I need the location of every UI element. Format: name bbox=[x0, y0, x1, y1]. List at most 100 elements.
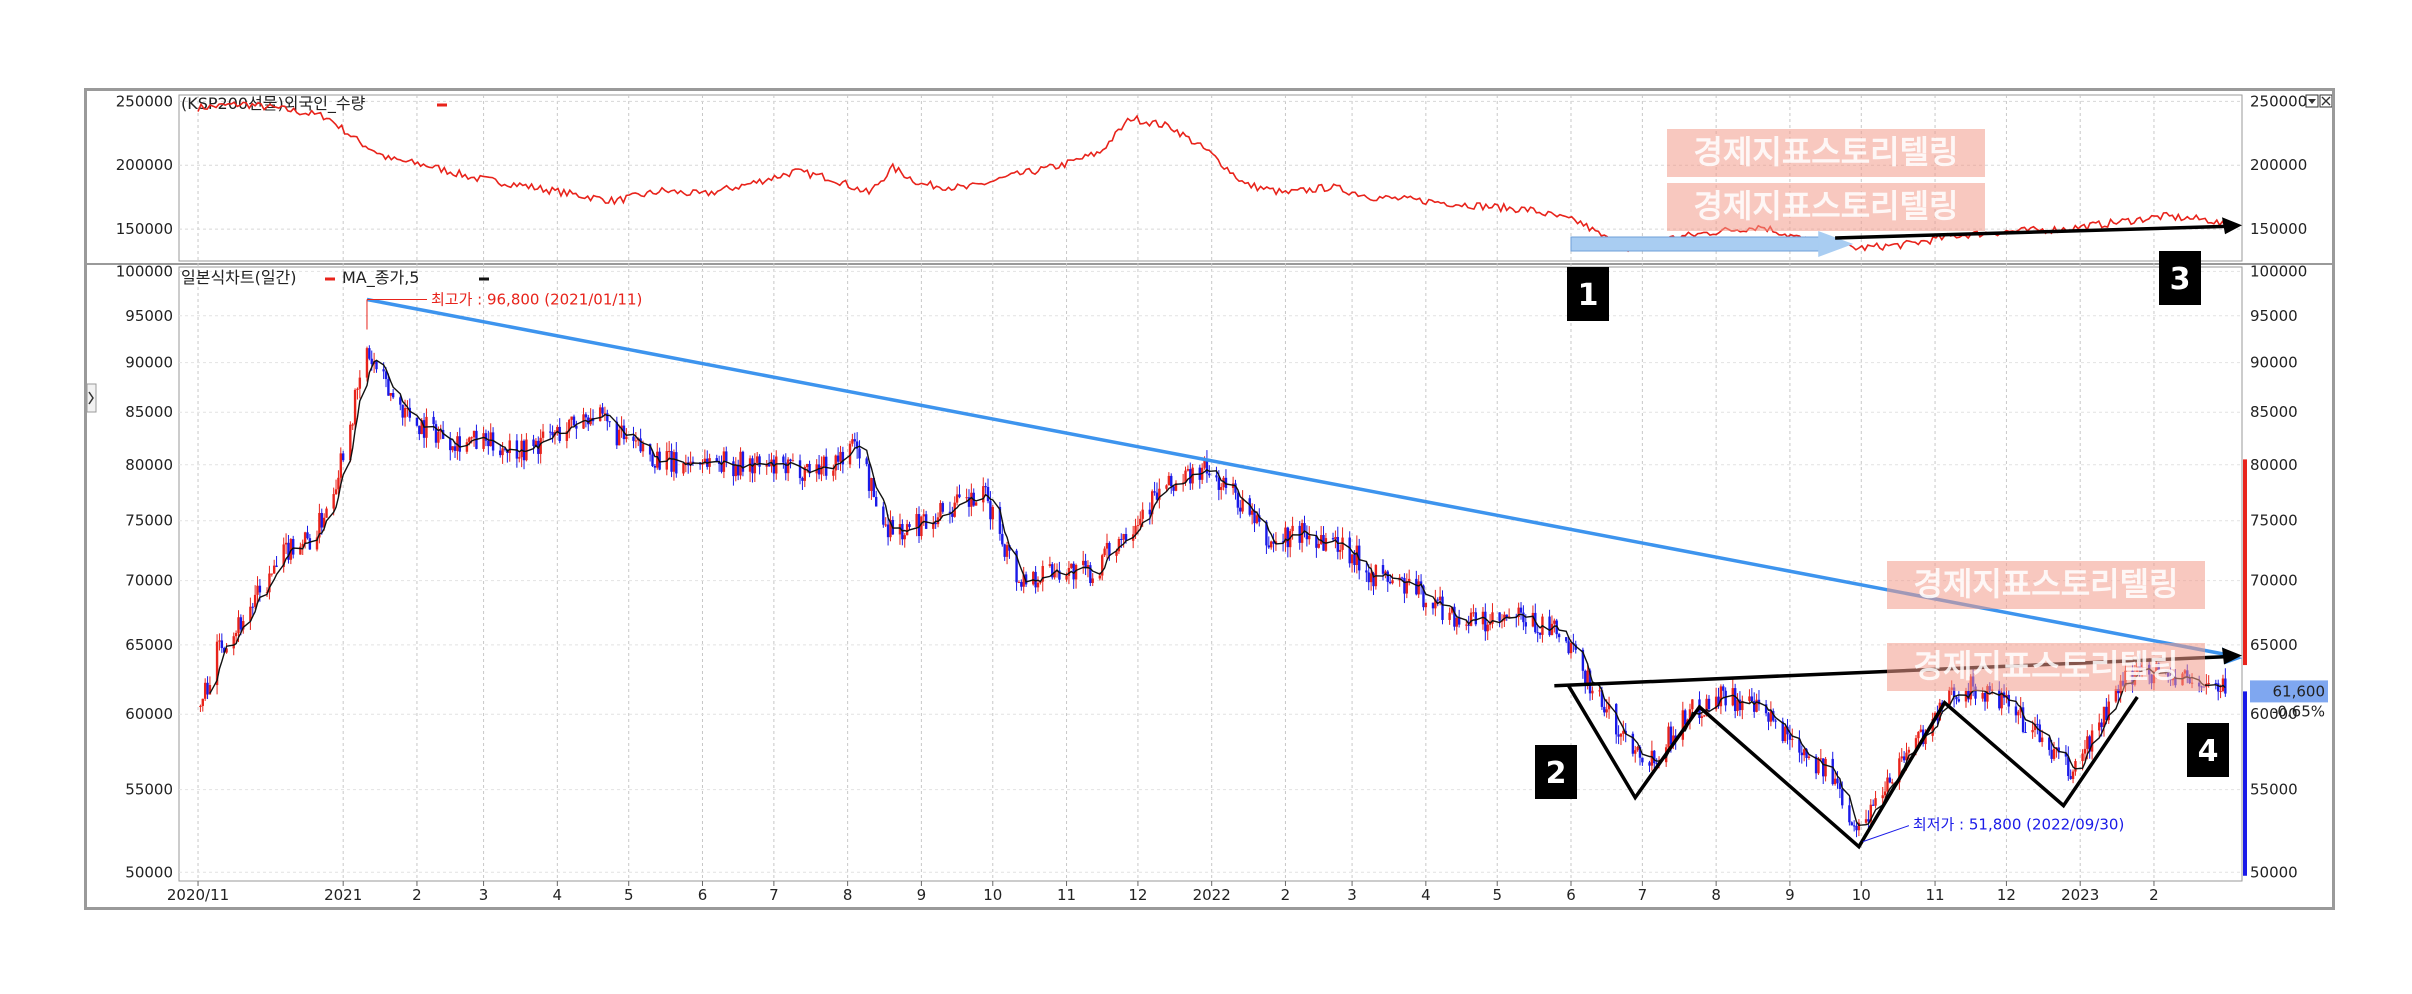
candle-body bbox=[1484, 611, 1487, 632]
watermark-box bbox=[1887, 561, 2205, 609]
candle-body bbox=[1170, 475, 1173, 487]
candle-body bbox=[1255, 515, 1259, 524]
svg-text:2: 2 bbox=[1546, 756, 1567, 791]
chart-frame: 2020/11 2021 2 3 4 5 6 7 8 9 10 11 12 2022 2 3 4 5 6 7 8 9 10 1… bbox=[84, 88, 2335, 910]
candle-body bbox=[989, 501, 992, 520]
candle-body bbox=[1581, 649, 1585, 671]
candle-body bbox=[1105, 542, 1109, 549]
candle-body bbox=[667, 451, 671, 453]
candle-body bbox=[789, 459, 792, 462]
candle-body bbox=[848, 443, 852, 465]
candle-body bbox=[472, 430, 476, 438]
change-percent-label: -0.65% bbox=[2272, 702, 2325, 720]
candle-body bbox=[525, 439, 528, 461]
candle-body bbox=[249, 606, 252, 622]
candle-body bbox=[2100, 722, 2103, 728]
watermark-text: 경제지표스토리텔링 bbox=[1694, 133, 1959, 171]
candle-body bbox=[287, 542, 290, 560]
range-bar-blue bbox=[2243, 691, 2247, 876]
candle-body bbox=[239, 617, 243, 630]
candle-body bbox=[1134, 525, 1137, 535]
candle-body bbox=[1772, 711, 1775, 721]
candle-body bbox=[836, 455, 840, 462]
candle-body bbox=[539, 437, 542, 454]
candle-body bbox=[2052, 748, 2056, 759]
candle-body bbox=[551, 432, 554, 436]
candle-body bbox=[272, 565, 276, 574]
candle-body bbox=[1058, 570, 1061, 580]
top-y-tick-label-right: 150000 bbox=[2250, 220, 2307, 238]
candle-body bbox=[1084, 560, 1087, 569]
candle-body bbox=[1719, 686, 1723, 707]
candle-body bbox=[1032, 571, 1035, 585]
candle-body bbox=[584, 414, 588, 418]
candle-body bbox=[839, 451, 842, 462]
candle-body bbox=[1907, 749, 1911, 753]
candle-body bbox=[1136, 525, 1140, 527]
candle-body bbox=[206, 682, 209, 695]
candle-body bbox=[289, 539, 293, 560]
candle-body bbox=[2040, 737, 2044, 742]
candle-body bbox=[1598, 690, 1601, 692]
candle-body bbox=[606, 413, 609, 422]
candle-body bbox=[1139, 518, 1142, 526]
candle-body bbox=[570, 416, 573, 420]
candle-body bbox=[865, 458, 868, 465]
candle-body bbox=[1724, 690, 1727, 706]
candle-body bbox=[932, 522, 935, 529]
candle-body bbox=[1141, 509, 1144, 519]
candle-body bbox=[1669, 726, 1673, 745]
candle-body bbox=[689, 461, 692, 466]
candle-body bbox=[1684, 710, 1687, 725]
candle-body bbox=[672, 452, 676, 472]
candle-body bbox=[1001, 533, 1004, 545]
candle-body bbox=[1015, 550, 1018, 583]
candle-body bbox=[703, 458, 707, 464]
sidebar-toggle-button[interactable] bbox=[87, 383, 97, 413]
candle-body bbox=[625, 436, 628, 440]
candle-body bbox=[1253, 510, 1256, 524]
candle-body bbox=[1822, 758, 1825, 777]
bottom-panel-legend: 일본식차트(일간) bbox=[181, 268, 297, 287]
marker-layer: 1 2 3 4 bbox=[1535, 251, 2229, 799]
candle-body bbox=[1591, 690, 1594, 694]
candle-body bbox=[399, 397, 402, 405]
candle-body bbox=[1919, 729, 1922, 732]
candle-body bbox=[858, 448, 861, 459]
candle-body bbox=[1517, 607, 1520, 618]
candle-body bbox=[415, 417, 419, 426]
candle-body bbox=[1072, 563, 1075, 580]
candle-body bbox=[1365, 570, 1368, 573]
candle-body bbox=[299, 546, 302, 555]
candle-body bbox=[1831, 758, 1834, 785]
candle-body bbox=[470, 437, 473, 439]
candle-body bbox=[1655, 763, 1658, 765]
candle-body bbox=[232, 636, 235, 649]
candle-body bbox=[670, 451, 673, 472]
candle-body bbox=[1917, 731, 1920, 739]
candle-body bbox=[1284, 527, 1287, 543]
candle-body bbox=[215, 641, 219, 686]
candle-body bbox=[1800, 752, 1803, 756]
candle-body bbox=[1241, 498, 1244, 512]
candle-body bbox=[1998, 689, 2001, 709]
candle-body bbox=[1586, 670, 1589, 685]
candle-body bbox=[2069, 775, 2072, 779]
candle-body bbox=[1967, 690, 1970, 700]
candle-body bbox=[675, 452, 678, 474]
candle-body bbox=[725, 451, 728, 462]
x-tick-label: 12 bbox=[1128, 886, 1147, 904]
candle-body bbox=[656, 451, 659, 468]
candle-body bbox=[1605, 709, 1608, 713]
candle-body bbox=[1948, 689, 1951, 706]
x-tick-label: 2020/11 bbox=[167, 886, 229, 904]
candle-body bbox=[951, 513, 954, 517]
candle-body bbox=[282, 544, 285, 567]
neckline-arrowhead bbox=[2222, 647, 2242, 665]
x-tick-label: 2023 bbox=[2061, 886, 2099, 904]
candle-body bbox=[1234, 483, 1237, 493]
candle-body bbox=[736, 464, 740, 476]
candle-body bbox=[834, 455, 837, 471]
candle-body bbox=[939, 503, 942, 518]
candle-body bbox=[1272, 541, 1275, 544]
